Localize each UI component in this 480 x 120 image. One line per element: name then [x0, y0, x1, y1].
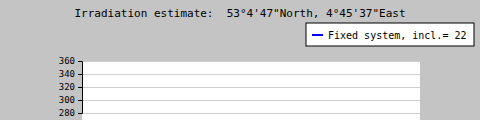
grid-line	[82, 100, 420, 101]
plot-area	[82, 61, 420, 120]
background	[0, 0, 480, 120]
y-axis-line	[78, 62, 83, 114]
y-tick: 320	[59, 82, 82, 92]
y-tick-label: 340	[59, 69, 75, 79]
grid-line	[82, 87, 420, 88]
y-tick-label: 280	[59, 108, 75, 118]
y-tick-mark	[78, 113, 82, 114]
y-tick-mark	[78, 74, 82, 75]
y-tick: 340	[59, 69, 82, 79]
y-tick: 280	[59, 108, 82, 118]
y-tick-label: 360	[59, 56, 75, 66]
y-tick-mark	[78, 61, 82, 62]
y-axis: 280 300 320 340 360	[59, 56, 83, 118]
legend-swatch	[312, 34, 323, 36]
title: Irradiation estimate: 53°4'47"North, 4°4…	[74, 7, 405, 20]
grid-tick	[82, 100, 420, 101]
grid-tick	[82, 74, 420, 75]
y-tick-mark	[78, 100, 82, 101]
grid-tick	[82, 61, 420, 62]
grid-line	[82, 113, 420, 114]
legend: Fixed system, incl.= 22	[306, 23, 474, 46]
grid-line	[82, 74, 420, 75]
grid-tick	[82, 113, 420, 114]
legend-label: Fixed system, incl.= 22	[328, 30, 466, 41]
grid-tick	[82, 87, 420, 88]
grid	[82, 62, 420, 114]
y-tick-mark	[78, 87, 82, 88]
chart: 280 300 320 340 360 Irradiation estimate: 53°…	[0, 0, 480, 120]
y-tick: 300	[59, 95, 82, 105]
y-tick-label: 320	[59, 82, 75, 92]
legend-box	[306, 23, 474, 46]
grid-line	[82, 61, 420, 62]
y-tick: 360	[59, 56, 82, 66]
y-tick-label: 300	[59, 95, 75, 105]
